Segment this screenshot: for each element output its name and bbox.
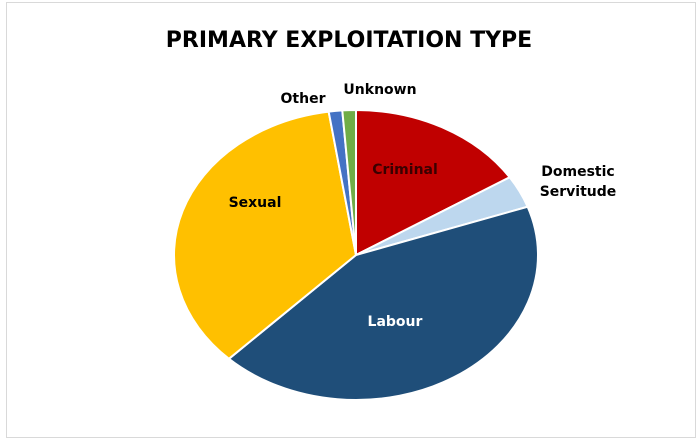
chart-title: PRIMARY EXPLOITATION TYPE	[165, 28, 533, 53]
pie-slice	[227, 205, 539, 401]
slice-label: Domestic Servitude	[539, 164, 617, 200]
slice-label: Sexual	[228, 195, 282, 211]
pie-slice	[355, 108, 512, 257]
slice-label: Unknown	[343, 82, 417, 98]
slice-label: Labour	[367, 314, 423, 330]
chart-frame	[6, 2, 696, 438]
slice-label: Criminal	[372, 162, 438, 178]
slice-label: Other	[280, 91, 326, 107]
pie-slice	[173, 110, 358, 361]
pie-slice	[341, 108, 357, 256]
